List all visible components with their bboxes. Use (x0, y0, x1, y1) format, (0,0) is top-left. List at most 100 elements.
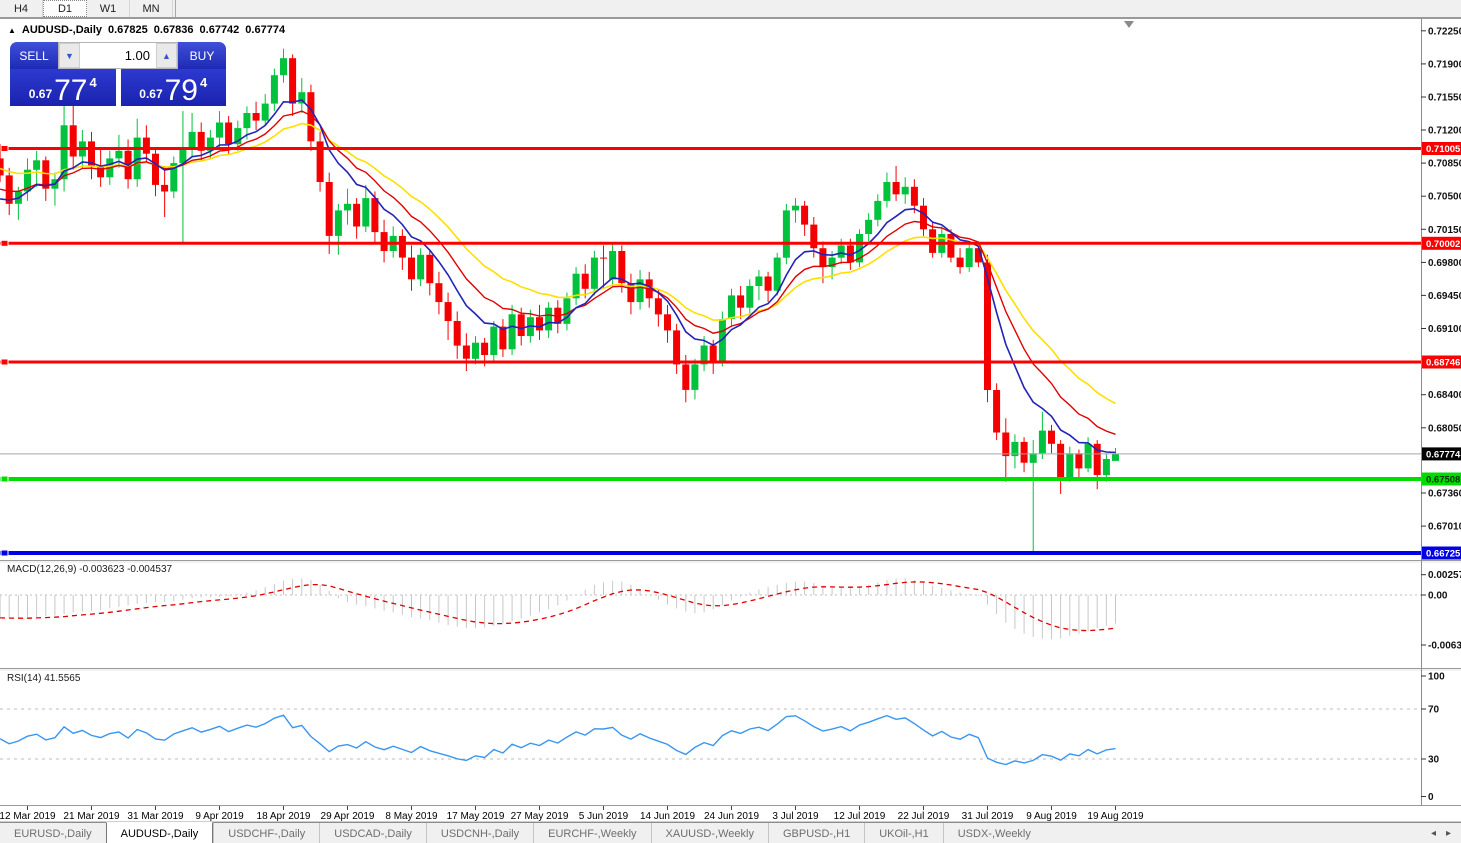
svg-text:0.71005: 0.71005 (1426, 144, 1461, 155)
buy-price-panel[interactable]: 0.67 79 4 (120, 69, 226, 107)
svg-text:14 Jun 2019: 14 Jun 2019 (640, 811, 695, 822)
ohlc-open: 0.67825 (108, 24, 148, 36)
svg-text:0.70850: 0.70850 (1428, 159, 1461, 170)
buy-button[interactable]: BUY (178, 42, 226, 69)
tab-usdchf[interactable]: USDCHF-,Daily (213, 823, 319, 843)
svg-text:21 Mar 2019: 21 Mar 2019 (63, 811, 120, 822)
timeframe-button-h4[interactable]: H4 (0, 0, 43, 17)
indicator-level-lines (0, 594, 1421, 760)
svg-text:0.70150: 0.70150 (1428, 225, 1461, 236)
svg-text:24 Jun 2019: 24 Jun 2019 (704, 811, 759, 822)
chart-shift-marker-icon[interactable] (1124, 21, 1134, 28)
macd-histogram (0, 578, 1116, 640)
sell-button[interactable]: SELL (10, 42, 58, 69)
svg-text:0.002574: 0.002574 (1428, 570, 1461, 581)
tab-eurchf[interactable]: EURCHF-,Weekly (533, 823, 650, 843)
svg-text:0.68746: 0.68746 (1426, 358, 1460, 369)
svg-text:0.69450: 0.69450 (1428, 291, 1461, 302)
buy-price-big: 79 (164, 74, 198, 107)
svg-text:31 Jul 2019: 31 Jul 2019 (962, 811, 1014, 822)
collapse-icon[interactable]: ▲ (8, 25, 16, 35)
tab-usdx[interactable]: USDX-,Weekly (942, 823, 1045, 843)
timeframe-button-d1[interactable]: D1 (43, 0, 87, 17)
date-axis: 12 Mar 2019 21 Mar 2019 31 Mar 2019 9 Apr 2… (0, 806, 1144, 822)
svg-text:0.70500: 0.70500 (1428, 192, 1461, 203)
tab-usdcnh[interactable]: USDCNH-,Daily (425, 823, 533, 843)
timeframe-button-mn[interactable]: MN (130, 0, 173, 17)
svg-text:30: 30 (1428, 755, 1440, 766)
macd-axis: 0.002574 0.00 -0.006326 (1421, 570, 1461, 652)
svg-text:0.69800: 0.69800 (1428, 258, 1461, 269)
svg-text:19 Aug 2019: 19 Aug 2019 (1087, 811, 1144, 822)
macd-signal-line (0, 581, 1116, 632)
svg-text:12 Mar 2019: 12 Mar 2019 (0, 811, 56, 822)
svg-text:5 Jun 2019: 5 Jun 2019 (579, 811, 629, 822)
svg-text:3 Jul 2019: 3 Jul 2019 (772, 811, 819, 822)
ohlc-low: 0.67742 (199, 24, 240, 36)
svg-text:0: 0 (1428, 792, 1434, 803)
sell-price-small: 0.67 (28, 87, 53, 101)
volume-input[interactable] (80, 43, 156, 68)
svg-text:0.71200: 0.71200 (1428, 126, 1461, 137)
pane-borders (0, 18, 1461, 822)
tab-scroll-right-icon[interactable]: ▸ (1445, 828, 1451, 839)
svg-text:0.70002: 0.70002 (1426, 239, 1460, 250)
tab-audusd[interactable]: AUDUSD-,Daily (105, 822, 214, 843)
symbol-name: AUDUSD-,Daily (21, 24, 102, 36)
volume-group: ▼ ▲ (58, 42, 178, 69)
tab-xauusd[interactable]: XAUUSD-,Weekly (650, 823, 768, 843)
sell-price-big: 77 (54, 74, 88, 107)
svg-text:0.67774: 0.67774 (1426, 449, 1461, 460)
tab-ukoil[interactable]: UKOil-,H1 (864, 823, 943, 843)
ohlc-close: 0.67774 (245, 24, 286, 36)
timeframe-button-w1[interactable]: W1 (87, 0, 130, 17)
trade-widget: SELL ▼ ▲ BUY 0.67 77 4 0.67 79 4 (10, 42, 226, 106)
svg-text:9 Apr 2019: 9 Apr 2019 (195, 811, 244, 822)
chart-title: ▲ AUDUSD-,Daily 0.67825 0.67836 0.67742 … (8, 24, 285, 36)
svg-text:18 Apr 2019: 18 Apr 2019 (257, 811, 311, 822)
svg-text:8 May 2019: 8 May 2019 (385, 811, 438, 822)
svg-text:27 May 2019: 27 May 2019 (511, 811, 569, 822)
svg-text:0.68400: 0.68400 (1428, 390, 1461, 401)
svg-text:29 Apr 2019: 29 Apr 2019 (321, 811, 375, 822)
volume-decrease-icon[interactable]: ▼ (59, 43, 80, 68)
svg-text:100: 100 (1428, 672, 1445, 683)
svg-text:0.67508: 0.67508 (1426, 475, 1460, 486)
rsi-line (0, 714, 1116, 766)
buy-price-small: 0.67 (139, 87, 163, 101)
tab-eurusd[interactable]: EURUSD-,Daily (14, 827, 92, 840)
svg-text:9 Aug 2019: 9 Aug 2019 (1026, 811, 1077, 822)
ohlc-high: 0.67836 (153, 24, 194, 36)
timeframe-toolbar: H4 D1 W1 MN (0, 0, 1461, 18)
svg-text:0.67360: 0.67360 (1428, 489, 1461, 500)
tab-usdcad[interactable]: USDCAD-,Daily (319, 823, 426, 843)
svg-text:0.68050: 0.68050 (1428, 423, 1461, 434)
tab-scroll-left-icon[interactable]: ◂ (1430, 828, 1436, 839)
svg-text:17 May 2019: 17 May 2019 (447, 811, 505, 822)
rsi-indicator-label: RSI(14) 41.5565 (7, 673, 81, 684)
svg-text:0.00: 0.00 (1428, 591, 1448, 602)
price-axis: 0.72250 0.71900 0.71550 0.71200 0.70850 0.705… (1421, 26, 1461, 533)
rsi-axis: 100 70 30 0 (1421, 672, 1445, 803)
svg-text:70: 70 (1428, 705, 1440, 716)
horizontal-lines[interactable] (0, 145, 1421, 557)
sell-price-panel[interactable]: 0.67 77 4 (10, 69, 116, 106)
svg-text:0.66725: 0.66725 (1426, 549, 1461, 560)
svg-text:0.69100: 0.69100 (1428, 324, 1461, 335)
sell-price-sup: 4 (89, 75, 97, 90)
volume-increase-icon[interactable]: ▲ (156, 43, 177, 68)
buy-price-sup: 4 (200, 75, 208, 90)
svg-text:-0.006326: -0.006326 (1428, 641, 1461, 652)
svg-text:0.72250: 0.72250 (1428, 26, 1461, 37)
symbol-tabbar: EURUSD-,Daily AUDUSD-,Daily USDCHF-,Daily U… (0, 822, 1461, 843)
tab-gbpusd[interactable]: GBPUSD-,H1 (767, 823, 864, 843)
svg-text:12 Jul 2019: 12 Jul 2019 (834, 811, 886, 822)
svg-text:0.71550: 0.71550 (1428, 93, 1461, 104)
moving-averages (0, 99, 1116, 454)
macd-indicator-label: MACD(12,26,9) -0.003623 -0.004537 (7, 564, 173, 575)
price-axis-chips: 0.71005 0.70002 0.68746 0.67508 0.66725 0.677… (1422, 142, 1461, 560)
tab-scroll-arrows: ◂ ▸ (1431, 823, 1461, 843)
svg-text:0.67010: 0.67010 (1428, 522, 1461, 533)
svg-text:22 Jul 2019: 22 Jul 2019 (898, 811, 950, 822)
